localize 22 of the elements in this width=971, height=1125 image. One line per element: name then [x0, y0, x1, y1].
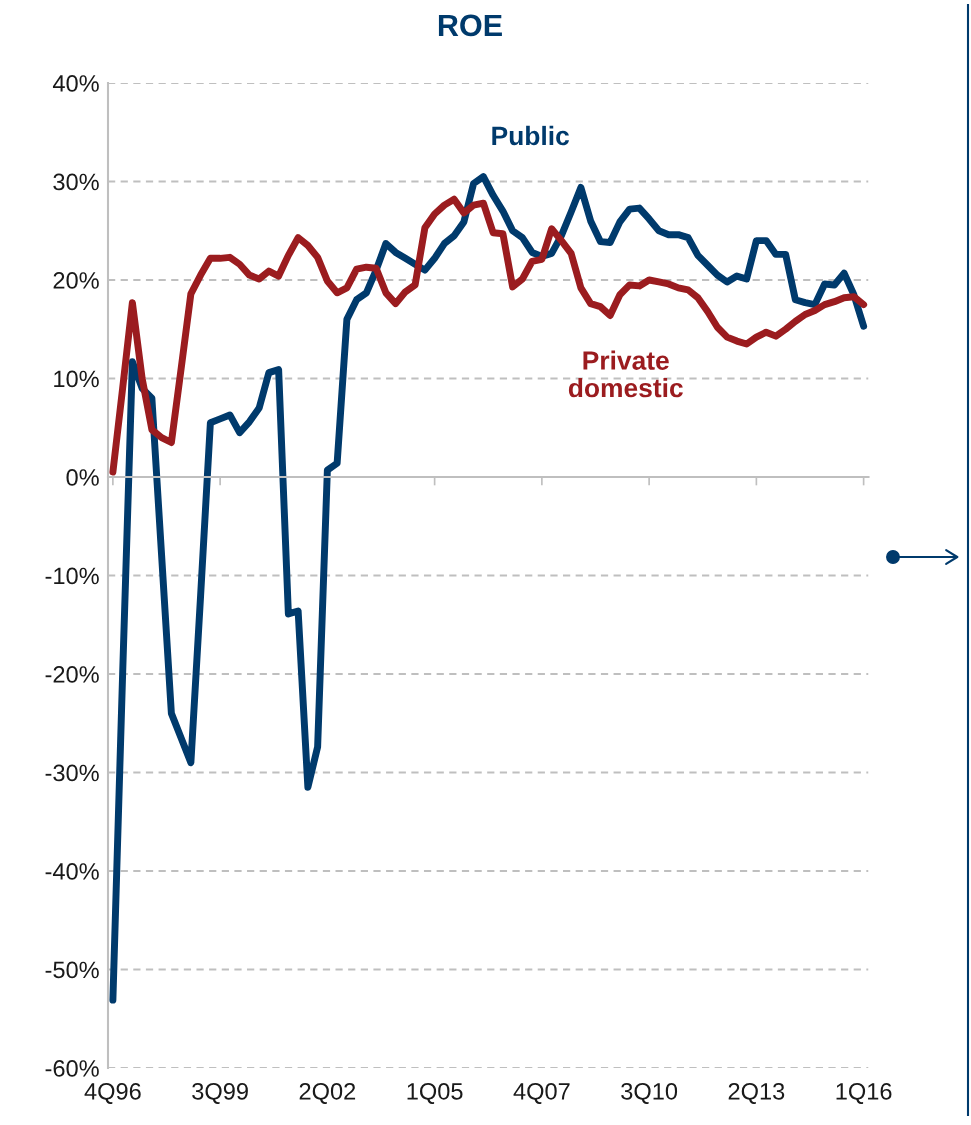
y-tick-label: -10% — [45, 567, 99, 585]
x-tick-label: 1Q16 — [836, 1082, 892, 1104]
y-tick-label: 20% — [53, 272, 99, 289]
y-tick-label: 40% — [52, 75, 99, 92]
x-tick-label: 3Q10 — [621, 1082, 678, 1104]
chart-title: ROE — [438, 14, 502, 37]
y-tick-label: -30% — [45, 764, 99, 782]
x-tick-label: 1Q05 — [407, 1082, 463, 1104]
y-tick-label: 10% — [54, 370, 99, 388]
series-label: Private domestic — [568, 350, 683, 398]
y-tick-label: 0% — [66, 469, 99, 486]
y-tick-label: -50% — [45, 961, 99, 979]
series-label: Public — [492, 125, 569, 146]
x-tick-label: 2Q02 — [299, 1082, 356, 1104]
y-tick-label: -40% — [45, 863, 99, 880]
x-tick-label: 4Q96 — [84, 1082, 141, 1104]
x-tick-label: 4Q07 — [513, 1082, 570, 1104]
y-tick-label: -60% — [45, 1060, 99, 1077]
y-tick-label: -20% — [45, 666, 99, 683]
x-tick-label: 2Q13 — [728, 1082, 785, 1104]
x-tick-label: 3Q99 — [192, 1082, 248, 1104]
y-tick-label: 30% — [53, 173, 99, 191]
